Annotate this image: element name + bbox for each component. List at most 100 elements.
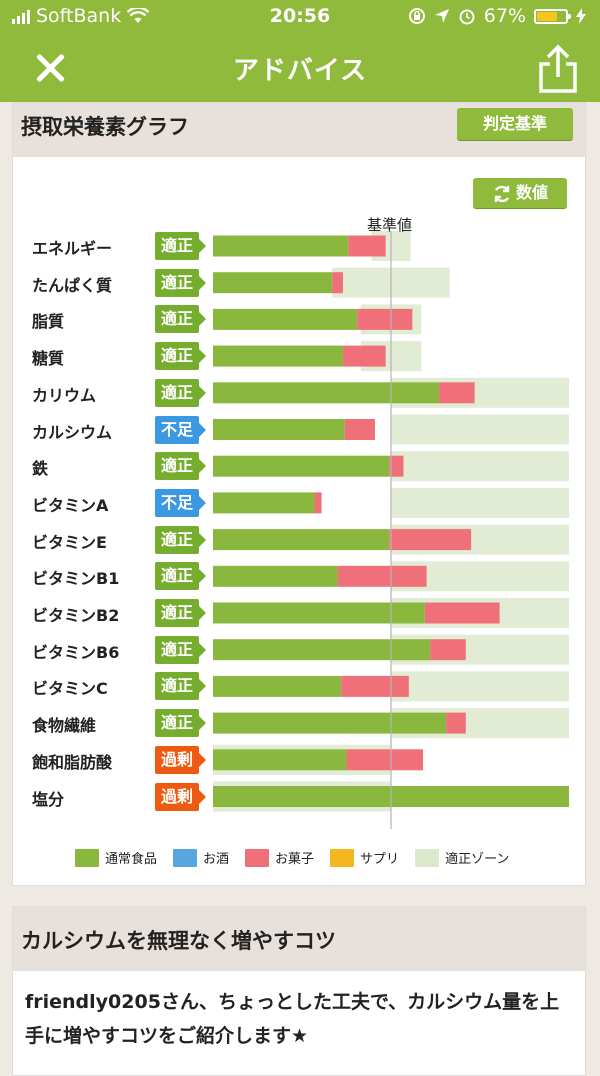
nutrient-name-12: ビタミンC xyxy=(32,679,108,699)
bar-14-series-2 xyxy=(346,749,424,771)
nutrient-name-8: ビタミンE xyxy=(32,532,107,552)
bar-5-series-2 xyxy=(344,419,375,440)
legend-swatch-1 xyxy=(173,848,198,867)
legend-item-2: お菓子 xyxy=(245,848,314,867)
nutrient-name-1: たんぱく質 xyxy=(32,275,113,295)
status-bar: SoftBank 20:56 67% xyxy=(0,0,600,34)
status-badge-13: 適正 xyxy=(155,709,206,738)
status-badge-15: 過剰 xyxy=(155,782,206,811)
nav-bar: アドバイス xyxy=(0,34,600,102)
legend-label-1: お酒 xyxy=(203,852,230,867)
status-badge-6: 適正 xyxy=(155,452,206,481)
bar-11-series-0 xyxy=(213,639,431,661)
nutrient-graph-card: 摂取栄養素グラフ 判定基準 エネルギー 適正 たんぱく質 適正 脂質 適正 糖質 適正 カリウム… xyxy=(12,102,586,886)
legend-label-4: 適正ゾーン xyxy=(445,852,510,867)
nutrient-name-2: 脂質 xyxy=(32,312,65,332)
nutrient-name-3: 糖質 xyxy=(32,349,65,369)
nutrient-name-15: 塩分 xyxy=(32,789,65,809)
status-badge-14: 過剰 xyxy=(155,745,206,774)
legend-item-4: 適正ゾーン xyxy=(415,848,509,867)
bar-4-series-2 xyxy=(439,382,475,404)
nutrient-name-0: エネルギー xyxy=(32,239,113,258)
nutrient-name-6: 鉄 xyxy=(32,459,49,479)
signal-icon xyxy=(12,8,30,24)
status-badge-7: 不足 xyxy=(155,488,206,517)
status-badge-2: 適正 xyxy=(155,305,206,334)
legend-item-1: お酒 xyxy=(173,848,229,867)
bar-0-series-2 xyxy=(348,235,386,257)
battery-icon xyxy=(534,8,571,24)
bar-1-series-2 xyxy=(332,272,343,294)
nutrient-name-14: 飽和脂肪酸 xyxy=(32,752,113,772)
bar-10-series-2 xyxy=(424,602,500,624)
zone-6 xyxy=(391,451,569,482)
zone-7 xyxy=(391,487,569,518)
alarm-icon xyxy=(459,9,475,25)
bar-9-series-2 xyxy=(337,565,427,587)
bar-14-series-0 xyxy=(213,749,347,771)
location-icon xyxy=(434,9,449,23)
bar-10-series-0 xyxy=(213,602,425,624)
bar-2-series-2 xyxy=(357,308,413,330)
bar-3-series-2 xyxy=(342,345,386,367)
status-badge-0: 適正 xyxy=(155,232,206,260)
bar-7-series-2 xyxy=(314,492,322,514)
bar-3-series-0 xyxy=(213,345,343,367)
status-badge-9: 適正 xyxy=(155,562,206,591)
status-badge-12: 適正 xyxy=(155,672,206,701)
carrier-label: SoftBank xyxy=(36,5,122,27)
legend-swatch-4 xyxy=(415,848,440,867)
legend-item-3: サプリ xyxy=(330,848,399,867)
legend-label-3: サプリ xyxy=(360,852,400,867)
nutrient-name-5: カルシウム xyxy=(32,422,113,442)
bar-7-series-0 xyxy=(213,492,315,514)
status-badge-8: 適正 xyxy=(155,525,206,554)
status-badge-10: 適正 xyxy=(155,599,206,627)
bar-1-series-0 xyxy=(213,272,333,294)
nutrient-name-11: ビタミンB6 xyxy=(32,642,120,662)
legend-label-0: 通常食品 xyxy=(105,852,158,867)
wifi-icon xyxy=(127,8,150,23)
share-icon[interactable] xyxy=(536,44,580,94)
zone-5 xyxy=(391,414,569,445)
criteria-button[interactable]: 判定基準 xyxy=(457,108,573,140)
bar-13-series-2 xyxy=(446,712,466,734)
status-badge-5: 不足 xyxy=(155,415,206,444)
nutrient-chart: エネルギー 適正 たんぱく質 適正 脂質 適正 糖質 適正 カリウム 適正 カルシウム 不足鉄適正 ビタ… xyxy=(13,103,587,887)
chart-legend: 通常食品 お酒 お菓子 サプリ 適正ゾーン xyxy=(75,848,509,867)
bar-5-series-0 xyxy=(213,419,345,440)
legend-swatch-2 xyxy=(245,848,270,867)
bar-11-series-2 xyxy=(430,639,466,661)
bar-6-series-0 xyxy=(213,455,390,477)
bar-4-series-0 xyxy=(213,382,440,404)
bar-8-series-0 xyxy=(213,529,390,551)
nutrient-name-9: ビタミンB1 xyxy=(32,569,120,589)
orientation-lock-icon xyxy=(408,8,425,24)
nutrient-name-10: ビタミンB2 xyxy=(32,606,120,625)
values-toggle-label: 数値 xyxy=(515,183,548,202)
bar-0-series-0 xyxy=(213,235,349,257)
nutrient-name-4: カリウム xyxy=(32,385,97,405)
nutrient-name-13: 食物繊維 xyxy=(32,716,97,736)
status-right: 67% xyxy=(408,5,586,27)
nutrient-name-7: ビタミンA xyxy=(32,495,109,515)
status-badge-4: 適正 xyxy=(155,378,206,407)
chart-svg xyxy=(213,231,569,829)
status-badge-1: 適正 xyxy=(155,268,206,297)
charging-icon xyxy=(576,8,586,24)
calcium-tips-body: friendly0205さん、ちょっとした工夫で、カルシウム量を上手に増やすコツ… xyxy=(25,991,560,1047)
carrier: SoftBank xyxy=(12,5,150,27)
page-title: アドバイス xyxy=(232,56,368,86)
bar-8-series-2 xyxy=(389,529,472,551)
nutrient-graph-header: 摂取栄養素グラフ 判定基準 xyxy=(13,103,585,157)
calcium-tips-title: カルシウムを無理なく増やすコツ xyxy=(21,929,336,953)
values-toggle-button[interactable]: 数値 xyxy=(473,178,567,208)
bar-13-series-0 xyxy=(213,712,447,734)
bar-2-series-0 xyxy=(213,308,358,330)
legend-label-2: お菓子 xyxy=(275,852,315,867)
legend-swatch-3 xyxy=(330,848,355,867)
reference-label: 基準値 xyxy=(367,216,413,234)
calcium-tips-card: カルシウムを無理なく増やすコツ friendly0205さん、ちょっとした工夫で… xyxy=(12,906,586,1076)
status-badge-3: 適正 xyxy=(155,342,206,371)
zone-12 xyxy=(391,671,569,702)
